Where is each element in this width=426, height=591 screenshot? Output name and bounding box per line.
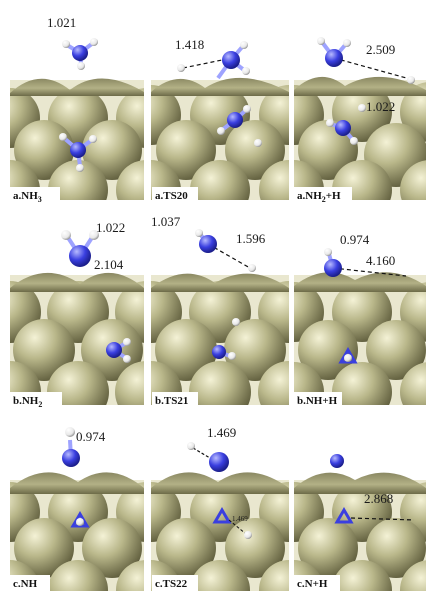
- distance-label: 1.418: [175, 37, 204, 52]
- n-atom-top-view: [334, 507, 415, 524]
- hydrogen-atom: [77, 62, 85, 70]
- surface-side-view: [10, 472, 144, 494]
- n-atom-side: [330, 454, 344, 468]
- nh-molecule-side: [324, 248, 407, 277]
- surface-top-view: [294, 80, 426, 200]
- surface-side-view: [151, 273, 289, 292]
- panel-label: c.NH: [13, 578, 38, 590]
- surface-top-view: [151, 480, 289, 591]
- distance-label: 1.021: [47, 15, 76, 30]
- panel-label: a.NH3: [13, 190, 42, 204]
- panel-label: b.NH2: [13, 395, 42, 409]
- distance-label: 2.509: [366, 42, 395, 57]
- panel-b1: 1.022 2.104 b.NH2: [10, 220, 144, 409]
- nh2-molecule-top-view: [326, 104, 366, 145]
- panel-label: c.N+H: [297, 578, 328, 590]
- distance-label: 2.104: [94, 257, 124, 272]
- ts-molecule-side: [177, 41, 250, 80]
- panel-c3: 2.868 c.N+H: [294, 454, 426, 591]
- surface-side-view: [294, 76, 426, 96]
- panel-a2: 1.418 a.TS20: [151, 37, 289, 203]
- surface-side-view: [294, 472, 426, 494]
- distance-label: 4.160: [366, 253, 395, 268]
- nh-molecule-top-view: [70, 511, 90, 528]
- nh2-molecule-side: [61, 230, 99, 267]
- surface-side-view: [10, 272, 144, 292]
- panel-label: b.NH+H: [297, 395, 338, 407]
- distance-label: 1.469: [207, 425, 236, 440]
- nh3-molecule-top-view: [59, 133, 97, 172]
- nh-molecule-side: [62, 427, 80, 467]
- panel-label: a.TS20: [155, 190, 188, 202]
- surface-side-view: [10, 78, 144, 96]
- panel-label: c.TS22: [155, 578, 188, 590]
- ts-molecule-side: [195, 229, 256, 272]
- nh3-molecule-top: [62, 38, 98, 70]
- surface-side-view: [151, 77, 289, 96]
- ts-molecule-top-view: [212, 318, 240, 360]
- surface-top-view: [294, 275, 426, 405]
- surface-side-view: [151, 472, 289, 494]
- surface-top-view: [10, 480, 144, 591]
- ts-molecule-top-view: [212, 507, 252, 539]
- ts-molecule-top-view: [217, 105, 262, 147]
- panel-c2: 1.469 1.469 c.TS22: [151, 425, 289, 591]
- panel-label: a.NH2+H: [297, 190, 341, 204]
- nh2-molecule-side: [317, 37, 415, 84]
- distance-label: 0.974: [340, 232, 370, 247]
- panel-a3: 2.509 1.022 a.NH2+H: [294, 37, 426, 204]
- nh-molecule-top-view: [338, 347, 358, 364]
- panel-b2: 1.037 1.596 b.TS21: [151, 214, 289, 408]
- nitrogen-atom: [72, 45, 88, 61]
- ts-molecule-side: [187, 442, 229, 472]
- distance-label: 0.974: [76, 429, 106, 444]
- distance-label: 1.022: [96, 220, 125, 235]
- surface-top-view: [151, 275, 289, 405]
- distance-label: 1.037: [151, 214, 181, 229]
- surface-side-view: [294, 272, 426, 292]
- distance-label: 1.469: [232, 515, 248, 523]
- surface-top-view: [294, 480, 426, 591]
- panel-a1: 1.021 a.NH3: [10, 15, 144, 204]
- panel-b3: 0.974 4.160 b.NH+H: [294, 232, 426, 408]
- distance-label: 1.022: [366, 99, 395, 114]
- surface-top-view: [151, 80, 289, 200]
- hydrogen-atom: [62, 40, 70, 48]
- panel-label: b.TS21: [155, 395, 188, 407]
- hydrogen-atom: [90, 38, 98, 46]
- distance-label: 1.596: [236, 231, 266, 246]
- distance-label: 2.868: [364, 491, 393, 506]
- panel-c1: 0.974 c.NH: [10, 427, 144, 591]
- nh2-molecule-top-view: [106, 338, 131, 363]
